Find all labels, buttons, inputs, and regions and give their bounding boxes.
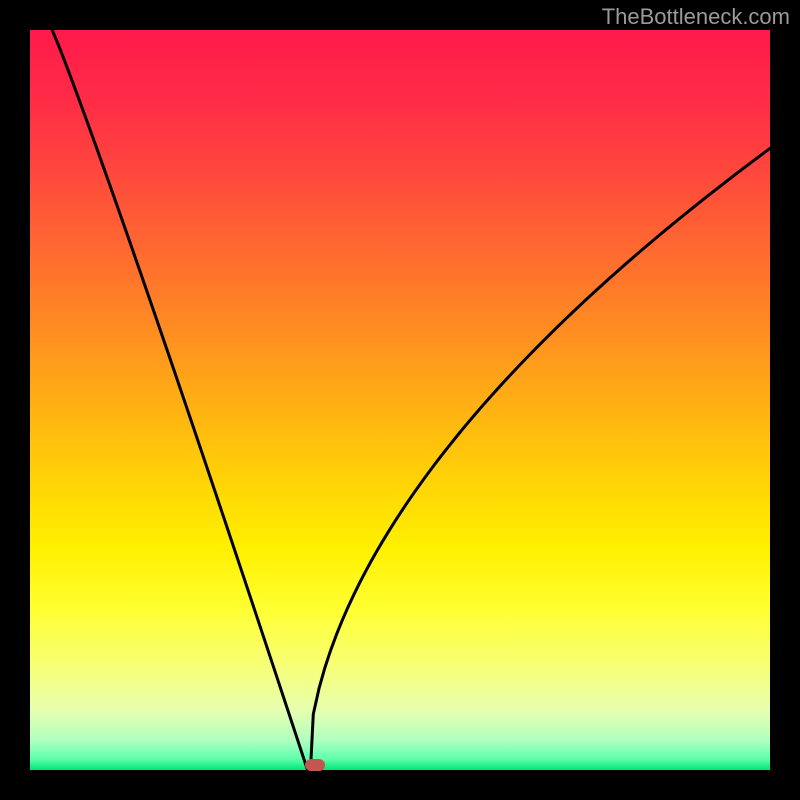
chart-container: TheBottleneck.com [0,0,800,800]
curve-svg [30,30,770,770]
watermark-text: TheBottleneck.com [602,4,790,30]
cusp-marker [305,759,325,771]
bottleneck-curve [52,30,770,770]
plot-area [30,30,770,770]
